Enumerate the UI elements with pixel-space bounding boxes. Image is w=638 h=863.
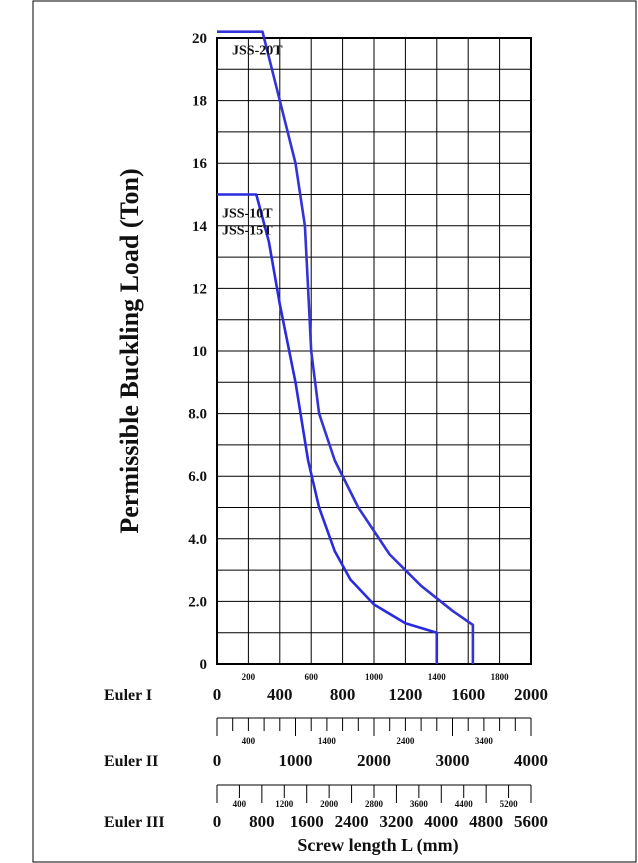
scale-name-euler-iii: Euler III bbox=[104, 814, 165, 831]
grid bbox=[217, 38, 531, 664]
y-axis-ticks: 0 2.0 4.0 6.0 8.0 10 12 14 16 18 20 bbox=[188, 31, 207, 673]
scale-name-euler-i: Euler I bbox=[104, 687, 152, 704]
x-tick-minor-label: 3600 bbox=[410, 799, 429, 809]
y-tick-label: 12 bbox=[192, 281, 207, 297]
x-tick-label: 800 bbox=[249, 812, 275, 831]
x-tick-label: 1600 bbox=[451, 685, 485, 704]
x-tick-minor-label: 5200 bbox=[500, 799, 519, 809]
x-tick-label: 2000 bbox=[357, 751, 391, 770]
x-tick-minor-label: 4400 bbox=[455, 799, 474, 809]
x-tick-minor-label: 1200 bbox=[275, 799, 294, 809]
x-tick-label: 4000 bbox=[424, 812, 458, 831]
x-tick-label: 0 bbox=[213, 685, 222, 704]
scale-name-euler-ii: Euler II bbox=[104, 753, 158, 770]
y-tick-label: 6.0 bbox=[188, 469, 207, 485]
x-tick-minor-label: 400 bbox=[233, 799, 247, 809]
x-tick-minor-label: 2800 bbox=[365, 799, 384, 809]
x-tick-minor-label: 400 bbox=[242, 736, 256, 746]
series-label: JSS-15T bbox=[222, 223, 273, 238]
x-tick-label: 5600 bbox=[514, 812, 548, 831]
outer-border bbox=[32, 0, 637, 863]
x-tick-label: 4000 bbox=[514, 751, 548, 770]
y-tick-label: 8.0 bbox=[188, 407, 207, 423]
curves: JSS-20T JSS-10T JSS-15T bbox=[217, 30, 475, 664]
y-tick-label: 20 bbox=[192, 31, 207, 47]
x-tick-label: 400 bbox=[267, 685, 293, 704]
x-axis-label: Screw length L (mm) bbox=[297, 835, 458, 856]
x-tick-minor-label: 600 bbox=[304, 672, 318, 682]
x-tick-minor-label: 1400 bbox=[428, 672, 447, 682]
series-line bbox=[217, 193, 439, 664]
y-tick-label: 10 bbox=[192, 344, 207, 360]
y-tick-label: 2.0 bbox=[188, 594, 207, 610]
y-tick-label: 16 bbox=[192, 156, 208, 172]
series-label: JSS-20T bbox=[232, 44, 283, 59]
x-tick-label: 4800 bbox=[469, 812, 503, 831]
x-tick-minor-label: 200 bbox=[242, 672, 256, 682]
series-label: JSS-10T bbox=[222, 206, 273, 221]
x-tick-minor-label: 2000 bbox=[320, 799, 339, 809]
plot-area-border bbox=[216, 37, 532, 665]
x-tick-minor-label: 2400 bbox=[396, 736, 415, 746]
y-tick-label: 18 bbox=[192, 94, 207, 110]
x-tick-label: 1000 bbox=[279, 751, 313, 770]
x-tick-label: 2400 bbox=[335, 812, 369, 831]
x-tick-label: 1600 bbox=[290, 812, 324, 831]
series-line bbox=[217, 30, 475, 664]
x-tick-label: 0 bbox=[213, 812, 222, 831]
y-tick-label: 0 bbox=[200, 657, 208, 673]
y-tick-label: 14 bbox=[192, 219, 208, 235]
x-tick-minor-label: 1800 bbox=[491, 672, 510, 682]
x-tick-minor-label: 3400 bbox=[475, 736, 494, 746]
y-axis-label: Permissible Buckling Load (Ton) bbox=[115, 168, 144, 533]
x-tick-minor-label: 1000 bbox=[365, 672, 384, 682]
x-tick-label: 0 bbox=[213, 751, 222, 770]
x-tick-label: 2000 bbox=[514, 685, 548, 704]
x-tick-minor-label: 1400 bbox=[318, 736, 337, 746]
x-tick-label: 800 bbox=[330, 685, 356, 704]
x-tick-label: 1200 bbox=[388, 685, 422, 704]
y-tick-label: 4.0 bbox=[188, 532, 207, 548]
x-tick-label: 3200 bbox=[379, 812, 413, 831]
x-tick-label: 3000 bbox=[436, 751, 470, 770]
